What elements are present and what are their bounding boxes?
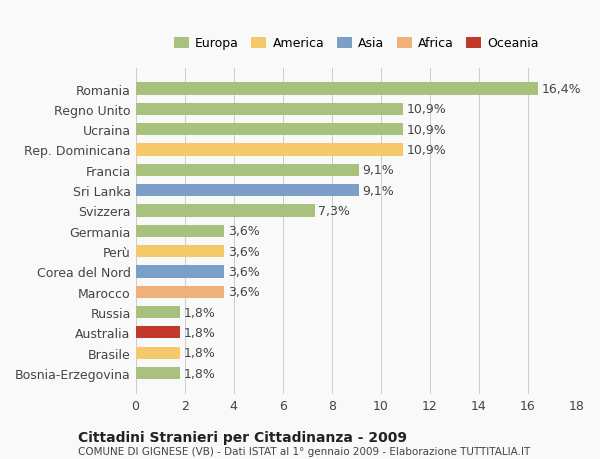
- Text: Cittadini Stranieri per Cittadinanza - 2009: Cittadini Stranieri per Cittadinanza - 2…: [78, 430, 407, 444]
- Bar: [136, 104, 403, 116]
- Bar: [136, 124, 403, 136]
- Text: 9,1%: 9,1%: [362, 164, 394, 177]
- Text: COMUNE DI GIGNESE (VB) - Dati ISTAT al 1° gennaio 2009 - Elaborazione TUTTITALIA: COMUNE DI GIGNESE (VB) - Dati ISTAT al 1…: [78, 447, 530, 456]
- Text: 1,8%: 1,8%: [184, 326, 215, 339]
- Bar: [136, 347, 180, 359]
- Bar: [136, 266, 224, 278]
- Bar: [136, 246, 224, 257]
- Bar: [136, 286, 224, 298]
- Bar: [136, 144, 403, 156]
- Text: 3,6%: 3,6%: [227, 285, 259, 298]
- Text: 16,4%: 16,4%: [542, 83, 581, 96]
- Text: 10,9%: 10,9%: [407, 103, 446, 116]
- Bar: [136, 185, 359, 197]
- Text: 7,3%: 7,3%: [319, 205, 350, 218]
- Text: 10,9%: 10,9%: [407, 123, 446, 136]
- Bar: [136, 306, 180, 319]
- Bar: [136, 205, 314, 217]
- Bar: [136, 83, 538, 95]
- Bar: [136, 164, 359, 177]
- Bar: [136, 367, 180, 379]
- Legend: Europa, America, Asia, Africa, Oceania: Europa, America, Asia, Africa, Oceania: [169, 32, 544, 55]
- Bar: [136, 225, 224, 237]
- Text: 3,6%: 3,6%: [227, 225, 259, 238]
- Text: 9,1%: 9,1%: [362, 184, 394, 197]
- Text: 3,6%: 3,6%: [227, 245, 259, 258]
- Text: 1,8%: 1,8%: [184, 306, 215, 319]
- Text: 1,8%: 1,8%: [184, 347, 215, 359]
- Text: 1,8%: 1,8%: [184, 367, 215, 380]
- Text: 10,9%: 10,9%: [407, 144, 446, 157]
- Text: 3,6%: 3,6%: [227, 265, 259, 278]
- Bar: [136, 326, 180, 339]
